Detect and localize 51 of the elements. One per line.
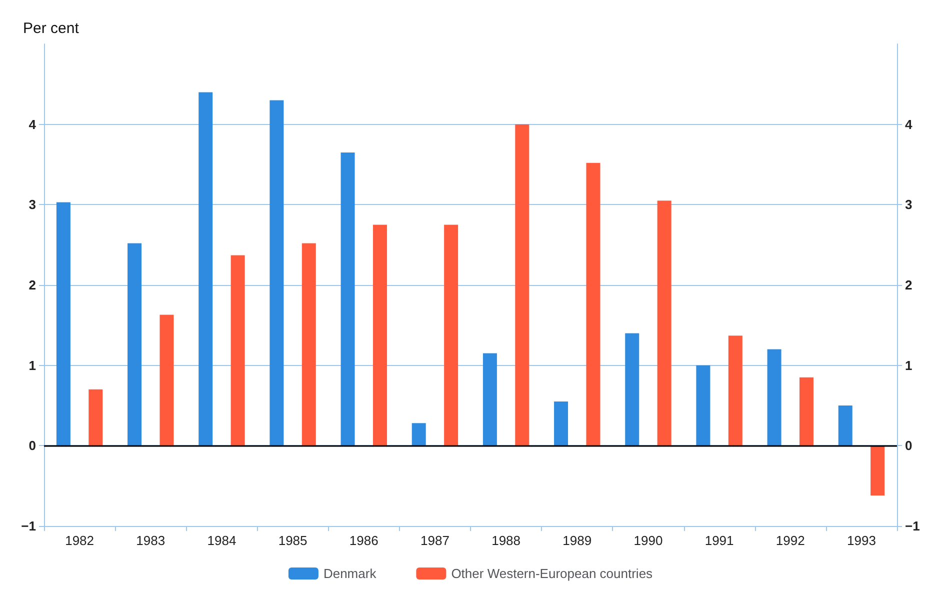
bar (372, 224, 387, 446)
x-tick-label: 1988 (492, 533, 521, 548)
bar (412, 423, 426, 446)
x-tick-label: 1987 (420, 533, 450, 548)
bar (444, 224, 458, 446)
x-tick-label: 1989 (562, 533, 592, 548)
y2-tick-label: 3 (905, 197, 912, 212)
bar (838, 406, 852, 446)
x-tick-label: 1985 (278, 533, 308, 548)
bar (56, 202, 70, 446)
x-tick-label: 1992 (776, 533, 805, 548)
bar (515, 124, 530, 446)
y2-tick-label: −1 (905, 518, 920, 534)
bar (128, 243, 142, 446)
y2-tick-label: 1 (905, 358, 912, 373)
y-axis-title: Per cent (23, 20, 80, 37)
y-tick-label: −1 (21, 518, 36, 534)
bar (340, 152, 355, 446)
y-tick-label: 2 (28, 278, 36, 292)
bar (270, 100, 284, 446)
legend-label: Denmark (323, 566, 377, 581)
bar (160, 314, 174, 446)
x-tick-label: 1990 (634, 533, 663, 548)
bar (728, 336, 742, 446)
x-tick-label: 1984 (207, 533, 236, 548)
y-tick-label: 1 (28, 358, 36, 373)
bar (88, 389, 103, 446)
bar (657, 200, 672, 446)
y-tick-label: 0 (28, 438, 36, 454)
y2-tick-label: 4 (905, 116, 913, 132)
y-tick-label: 4 (28, 116, 37, 132)
bar (230, 255, 245, 446)
y-tick-label: 3 (28, 197, 36, 212)
x-tick-label: 1982 (65, 533, 94, 548)
x-tick-label: 1986 (349, 533, 378, 548)
x-tick-label: 1983 (136, 533, 166, 548)
x-tick-label: 1991 (704, 533, 734, 548)
x-tick-label: 1993 (846, 533, 876, 548)
bar (586, 162, 600, 446)
bar (696, 365, 710, 446)
y2-tick-label: 2 (905, 278, 912, 292)
bar (767, 349, 782, 446)
legend-label: Other Western-European countries (451, 566, 654, 581)
bar (799, 377, 814, 446)
bar (870, 446, 885, 496)
bar (302, 243, 316, 446)
bar (625, 333, 640, 446)
bar (554, 401, 568, 446)
y2-tick-label: 0 (905, 438, 912, 454)
bar (198, 92, 213, 446)
bar (482, 353, 497, 446)
